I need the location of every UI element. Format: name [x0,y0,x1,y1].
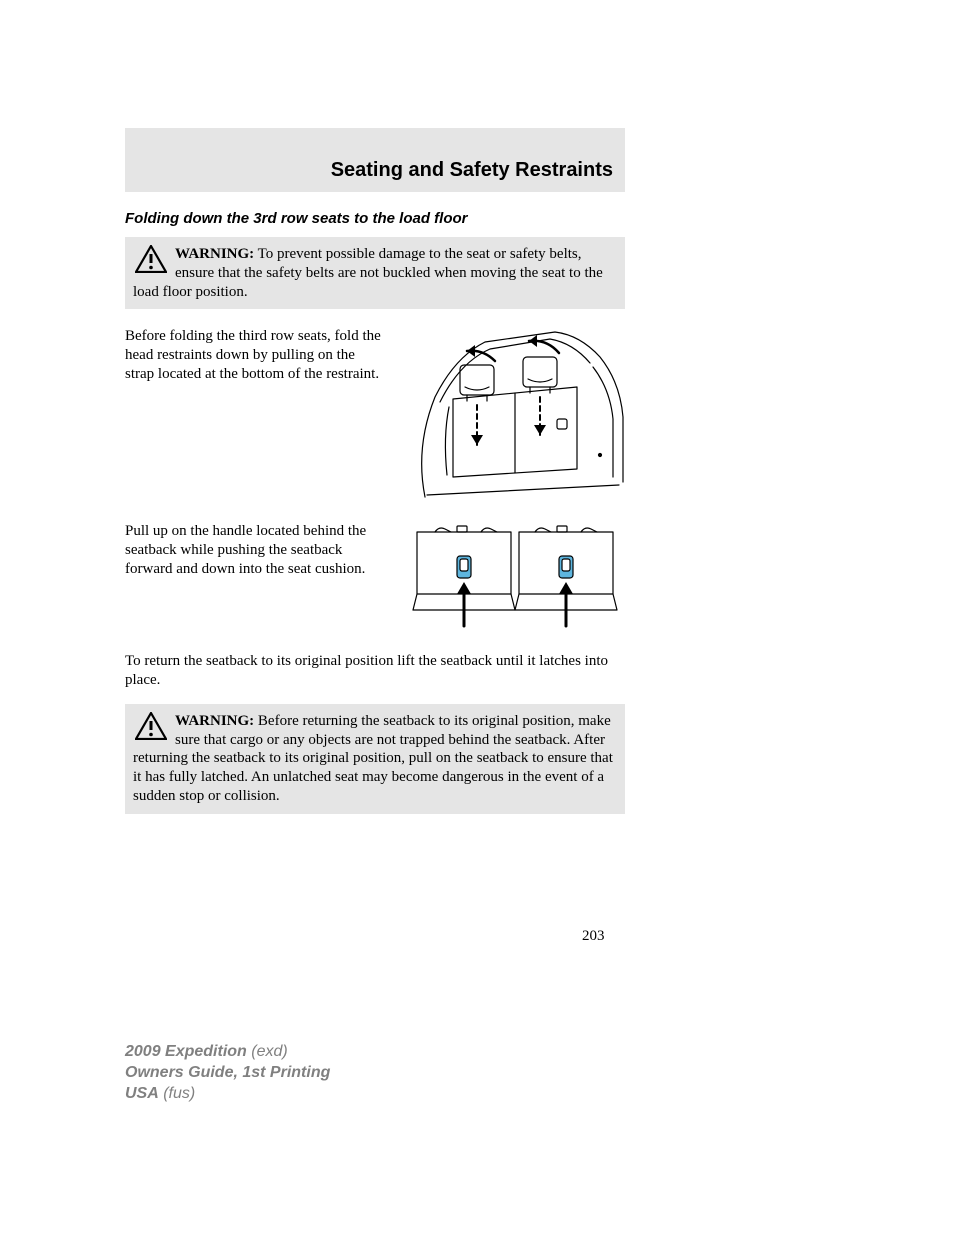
footer-region: USA [125,1085,159,1102]
footer-model: 2009 Expedition [125,1043,247,1060]
row-2: Pull up on the handle located behind the… [125,522,625,632]
figure-2 [405,522,625,632]
page-number: 203 [582,928,605,945]
footer-line-3: USA (fus) [125,1084,330,1105]
warning-label: WARNING: [175,246,254,262]
warning-box-2: WARNING: Before returning the seatback t… [125,704,625,814]
section-title: Folding down the 3rd row seats to the lo… [125,210,625,227]
para-1: Before folding the third row seats, fold… [125,327,385,502]
footer: 2009 Expedition (exd) Owners Guide, 1st … [125,1042,330,1104]
chapter-title: Seating and Safety Restraints [331,159,613,182]
footer-line-2: Owners Guide, 1st Printing [125,1063,330,1084]
chapter-header: Seating and Safety Restraints [125,128,625,192]
footer-line-1: 2009 Expedition (exd) [125,1042,330,1063]
row-1: Before folding the third row seats, fold… [125,327,625,502]
footer-code-1: (exd) [247,1043,288,1060]
warning-label: WARNING: [175,713,254,729]
para-2: Pull up on the handle located behind the… [125,522,385,632]
warning-icon [135,245,167,273]
para-3: To return the seatback to its original p… [125,652,625,690]
footer-code-2: (fus) [159,1085,195,1102]
warning-box-1: WARNING: To prevent possible damage to t… [125,237,625,309]
figure-1 [405,327,625,502]
warning-icon [135,712,167,740]
page-content: Seating and Safety Restraints Folding do… [125,128,625,832]
